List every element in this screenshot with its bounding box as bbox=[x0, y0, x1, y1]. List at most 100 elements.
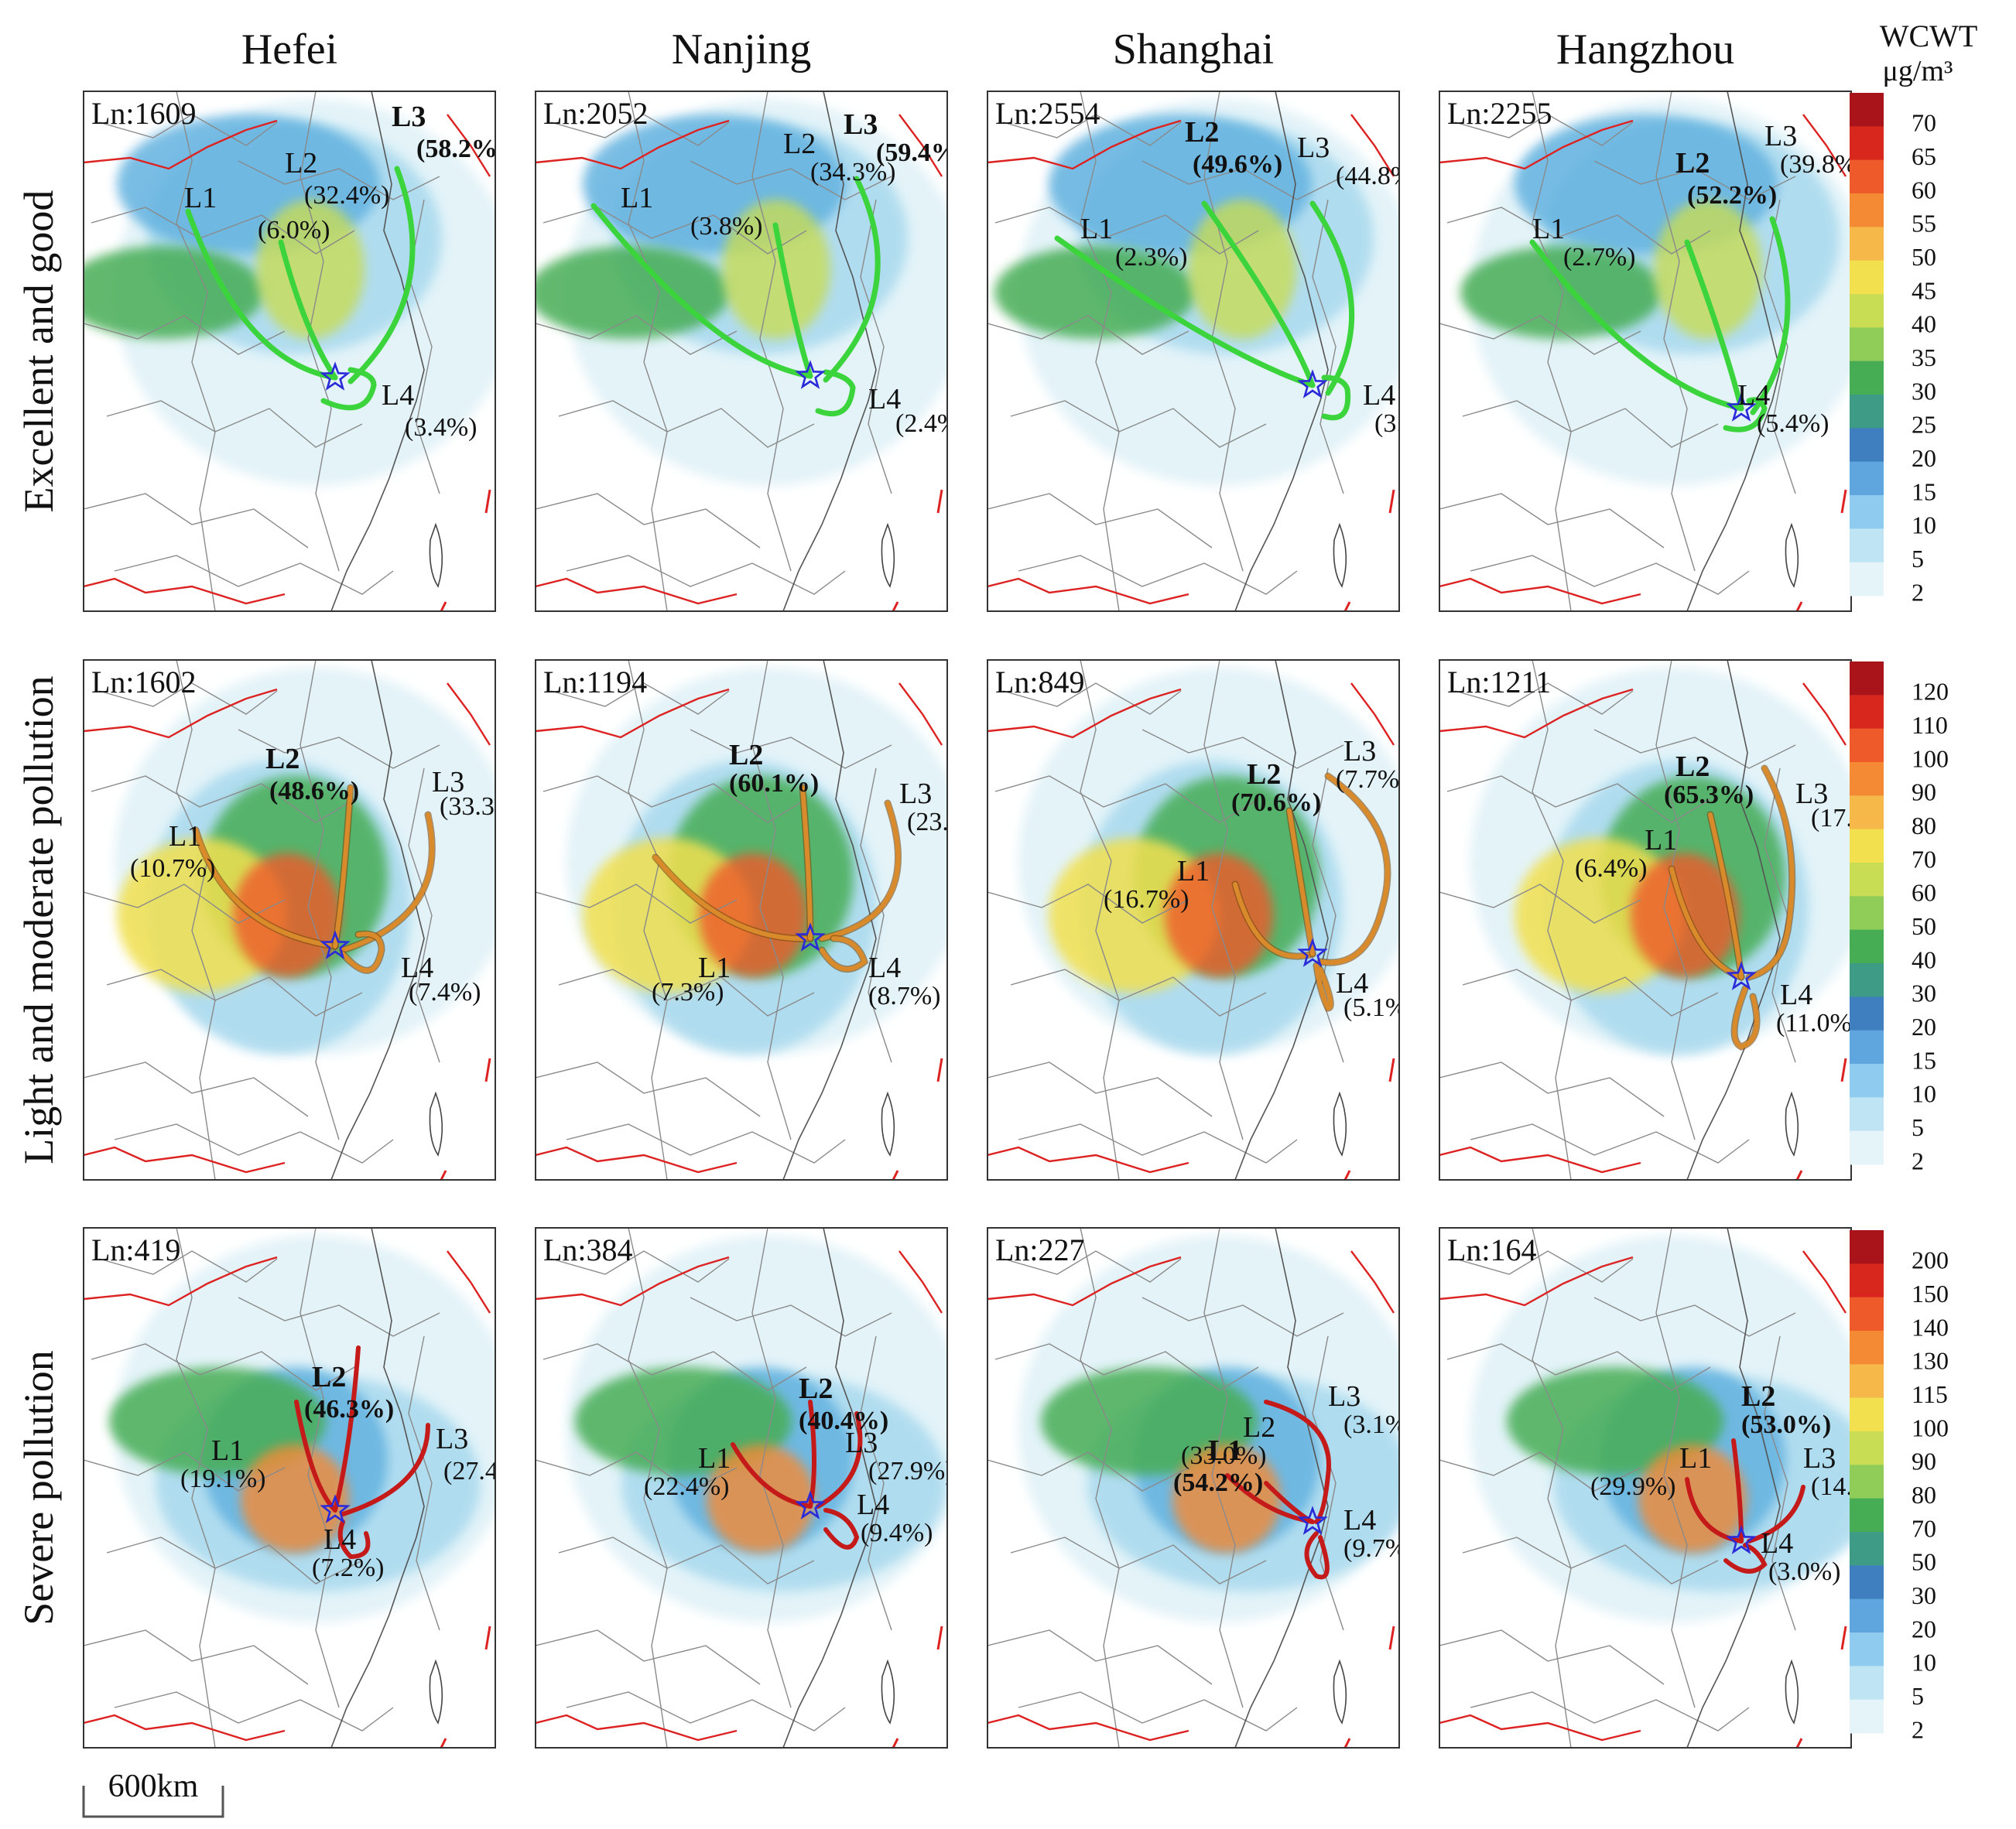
panel-frame bbox=[83, 1227, 496, 1749]
receptor-star-icon bbox=[1726, 392, 1757, 422]
colorbar-tick-label: 80 bbox=[1912, 1481, 1936, 1509]
colorbar-tick-label: 2 bbox=[1912, 1715, 1924, 1743]
province-border bbox=[1454, 114, 1634, 146]
trajectory-L3 bbox=[1316, 772, 1391, 966]
trajectory-L4 bbox=[1723, 397, 1768, 432]
map-content: Ln:2554 L1(2.3%) L2(49.6%) L3(44.8%) L4(3.3% bbox=[987, 91, 1399, 611]
national-border bbox=[987, 1146, 1189, 1174]
colorbar-tick-label: 30 bbox=[1912, 377, 1936, 405]
national-border bbox=[1350, 1250, 1395, 1314]
colorbar-tick-label: 110 bbox=[1912, 711, 1948, 739]
province-border bbox=[1080, 660, 1120, 1180]
cluster-percentage-L2: (34.3%) bbox=[810, 158, 895, 186]
cluster-id-L3: L3 bbox=[392, 101, 426, 133]
cluster-id-L3: L3 bbox=[1328, 1380, 1361, 1413]
colorbar-tick-label: 50 bbox=[1912, 912, 1936, 940]
province-border bbox=[558, 1537, 815, 1585]
province-border bbox=[84, 1629, 309, 1685]
colorbar-swatch bbox=[1850, 1130, 1884, 1165]
cluster-percentage-L4: (9.7%) bbox=[1343, 1534, 1415, 1563]
dash-line bbox=[1343, 1170, 1351, 1180]
trajectory-L3 bbox=[823, 176, 881, 383]
colorbar-title: WCWT bbox=[1880, 19, 1978, 53]
receptor-star-icon bbox=[320, 930, 351, 959]
province-border bbox=[1593, 729, 1796, 769]
map-content: Ln:1609 L1 (6.0%) L2(32.4%) L3(58.2%) L4(3.4%… bbox=[84, 91, 495, 611]
cluster-percentage-L4: (3.4%) bbox=[405, 413, 477, 442]
colorbar-swatch bbox=[1850, 93, 1884, 127]
receptor-star-icon bbox=[795, 922, 826, 952]
concentration-field bbox=[1515, 838, 1685, 993]
trajectory-L2 bbox=[333, 1345, 361, 1513]
colorbar-row-2: 120 110 100 90 80 70 60 50 40 30 20 15 10 5 2 bbox=[1850, 662, 1949, 1174]
concentration-hotspot bbox=[233, 853, 341, 977]
dash-line bbox=[1388, 489, 1395, 514]
colorbar-swatch bbox=[1850, 495, 1884, 529]
trajectory-L2 bbox=[1706, 811, 1745, 981]
colorbar-tick-label: 60 bbox=[1912, 176, 1936, 203]
trajectory-L4 bbox=[1723, 1543, 1768, 1574]
province-border bbox=[860, 1335, 892, 1631]
cluster-percentage-L3: (27.4%) bbox=[443, 1457, 529, 1485]
sample-count-label: Ln:227 bbox=[995, 1232, 1085, 1267]
sample-count-label: Ln:1194 bbox=[543, 665, 647, 699]
dash-line bbox=[1388, 1626, 1395, 1650]
panel-shanghai-row-3: Ln:227 L1(54.2%) L2(33.0%) L3(3.1%) L4(9.7%) bbox=[987, 1227, 1415, 1749]
colorbar-tick-label: 20 bbox=[1912, 1013, 1936, 1041]
colorbar-swatch bbox=[1850, 1331, 1884, 1365]
panel-hefei-row-2: Ln:1602 L1(10.7%) L2(48.6%) L3(33.3%) L4(7.4… bbox=[83, 659, 496, 1181]
province-border bbox=[1470, 1691, 1750, 1732]
cluster-percentage-L3: (39.8%) bbox=[1780, 150, 1865, 179]
sample-count-label: Ln:2554 bbox=[995, 96, 1100, 131]
province-border bbox=[994, 775, 1259, 823]
colorbar-tick-label: 70 bbox=[1912, 845, 1936, 873]
cluster-id-L3: L3 bbox=[899, 778, 932, 810]
national-border bbox=[1439, 1714, 1641, 1742]
colorbar-tick-label: 50 bbox=[1912, 1548, 1936, 1576]
province-border bbox=[1439, 1062, 1665, 1117]
cluster-id-L4: L4 bbox=[1761, 1527, 1793, 1560]
national-border bbox=[447, 1250, 491, 1314]
national-border bbox=[1439, 1256, 1634, 1307]
cluster-id-L4: L4 bbox=[868, 383, 901, 415]
trajectory-L3 bbox=[347, 166, 416, 385]
concentration-field bbox=[994, 246, 1196, 339]
dash-line bbox=[1795, 601, 1803, 611]
province-border bbox=[114, 1123, 394, 1164]
concentration-field bbox=[536, 246, 730, 339]
province-border bbox=[1141, 729, 1344, 769]
concentration-field bbox=[1460, 246, 1662, 339]
cluster-percentage-L4: (7.2%) bbox=[312, 1554, 384, 1582]
national-border bbox=[987, 1256, 1182, 1307]
cluster-id-L4: L4 bbox=[868, 952, 901, 984]
row-label-1: Excellent and good bbox=[15, 190, 62, 513]
province-border bbox=[751, 660, 792, 1140]
colorbar-swatch bbox=[1850, 762, 1884, 796]
national-border bbox=[987, 688, 1182, 739]
province-border bbox=[1462, 969, 1719, 1017]
receptor-star-icon bbox=[1297, 369, 1328, 398]
receptor-star-icon bbox=[320, 361, 351, 391]
province-border bbox=[1446, 1343, 1711, 1391]
coastline bbox=[330, 1228, 425, 1748]
cluster-percentage-L1: (6.4%) bbox=[1575, 854, 1647, 883]
cluster-id-L4: L4 bbox=[1343, 1504, 1376, 1537]
province-border bbox=[1655, 660, 1696, 1140]
trajectory-L3 bbox=[1309, 200, 1355, 396]
panel-nanjing-row-3: Ln:384 L1(22.4%) L2(40.4%)L3(27.9%) L4(9.4%… bbox=[535, 1227, 948, 1749]
province-border bbox=[299, 91, 340, 572]
cluster-percentage-L3: (23.9%) bbox=[907, 808, 992, 836]
colorbar-swatch bbox=[1850, 260, 1884, 295]
province-border bbox=[84, 1062, 309, 1117]
dash-line bbox=[484, 1058, 491, 1082]
trajectory-L2 bbox=[1684, 239, 1744, 412]
national-border bbox=[1439, 119, 1634, 170]
national-border bbox=[987, 1714, 1189, 1742]
colorbar-swatch bbox=[1850, 327, 1884, 362]
province-border bbox=[1532, 660, 1572, 1180]
colorbar-swatch bbox=[1850, 662, 1884, 696]
colorbar-tick-label: 5 bbox=[1912, 545, 1924, 573]
province-border bbox=[628, 660, 668, 1180]
colorbar-swatch bbox=[1850, 1532, 1884, 1566]
national-border bbox=[536, 688, 730, 739]
